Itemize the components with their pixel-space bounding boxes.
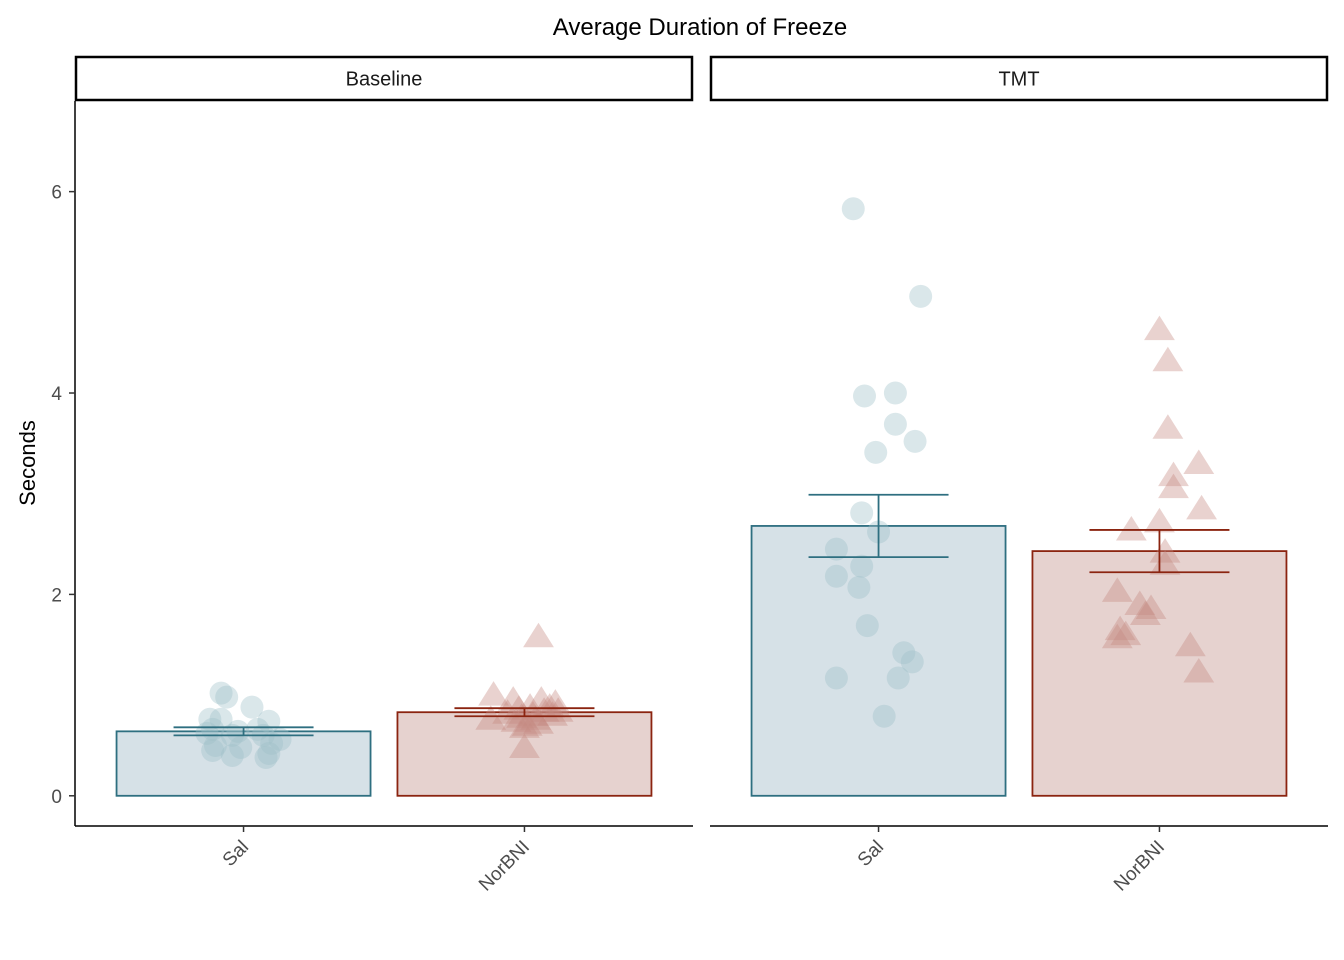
data-point (220, 744, 244, 768)
data-point (824, 564, 848, 588)
data-point (1186, 494, 1217, 520)
bar (1031, 550, 1288, 797)
bar (115, 730, 372, 797)
data-point (872, 704, 896, 728)
data-point (850, 554, 874, 578)
data-point (198, 707, 222, 731)
strip-label: TMT (998, 69, 1039, 91)
strip-header (709, 55, 1329, 102)
data-point (1183, 449, 1215, 474)
data-point (201, 738, 225, 762)
data-point (1110, 620, 1142, 646)
data-point (1124, 590, 1156, 615)
x-tick-label: NorBNI (1110, 837, 1169, 896)
data-point (209, 681, 233, 705)
data-point (475, 705, 507, 730)
panel-baseline: Baseline Sal NorBNI (74, 55, 694, 896)
data-point (257, 742, 281, 765)
data-point (523, 709, 554, 734)
data-point (1101, 577, 1133, 602)
data-point (1183, 657, 1215, 683)
data-point (883, 412, 907, 436)
y-axis: 0 2 4 6 (51, 101, 76, 826)
chart-title: Average Duration of Freeze (553, 14, 847, 41)
data-point (900, 650, 924, 674)
data-point (260, 731, 284, 755)
y-tick-label: 6 (51, 183, 62, 204)
panel-tmt: TMT Sal NorBNI (709, 55, 1329, 896)
data-point (492, 699, 523, 724)
data-point (1115, 515, 1147, 541)
facet-panels: Baseline Sal NorBNI TMT Sal NorBNI (74, 55, 1329, 896)
data-point (1158, 461, 1189, 487)
data-point (1149, 538, 1181, 563)
data-point (525, 686, 557, 711)
data-point (254, 746, 278, 770)
data-point (841, 197, 865, 221)
data-point (847, 575, 871, 599)
data-point (1130, 600, 1161, 626)
y-axis-title: Seconds (15, 420, 40, 506)
data-point (1149, 550, 1181, 575)
data-point (850, 501, 874, 525)
data-point (1152, 414, 1184, 439)
data-point (203, 733, 227, 757)
data-point (497, 686, 529, 711)
data-point (1152, 346, 1184, 372)
data-point (1104, 615, 1136, 641)
data-point (509, 713, 540, 738)
y-tick-label: 2 (51, 585, 62, 606)
data-point (824, 537, 848, 561)
bar-group-norbni: NorBNI (396, 622, 653, 896)
data-point (853, 384, 876, 408)
strip-header (74, 55, 694, 102)
data-point (892, 641, 916, 665)
data-point (520, 705, 552, 730)
data-point (1144, 315, 1175, 341)
data-point (240, 695, 264, 719)
data-point (886, 666, 910, 690)
data-point (478, 681, 509, 706)
data-point (1135, 594, 1167, 619)
bar-group-sal: Sal (115, 681, 372, 871)
bar (750, 525, 1007, 797)
x-tick-label: NorBNI (475, 837, 534, 896)
strip-label: Baseline (346, 69, 423, 91)
y-tick-label: 0 (51, 787, 62, 808)
bar-group-norbni: NorBNI (1031, 315, 1288, 896)
data-point (1158, 473, 1189, 499)
data-point (514, 693, 546, 718)
data-point (500, 707, 532, 732)
data-point (1174, 631, 1206, 657)
data-point (215, 685, 239, 709)
data-point (534, 693, 566, 718)
x-tick-label: Sal (219, 837, 253, 871)
bar (396, 711, 653, 797)
data-point (824, 666, 848, 690)
bar-group-sal: Sal (750, 197, 1007, 871)
data-point (268, 727, 292, 751)
data-point (864, 440, 888, 464)
data-point (523, 622, 554, 648)
y-tick-label: 4 (51, 384, 62, 405)
data-point (855, 614, 879, 638)
data-point (226, 719, 250, 743)
data-point (511, 711, 543, 736)
data-point (1144, 507, 1175, 533)
data-point (209, 707, 233, 731)
data-point (909, 284, 933, 308)
data-point (883, 381, 907, 405)
data-point (229, 735, 253, 759)
data-point (517, 701, 549, 726)
data-point (537, 701, 568, 726)
x-tick-label: Sal (854, 837, 888, 871)
data-point (903, 429, 927, 453)
data-point (509, 733, 540, 758)
data-point (1101, 623, 1133, 649)
